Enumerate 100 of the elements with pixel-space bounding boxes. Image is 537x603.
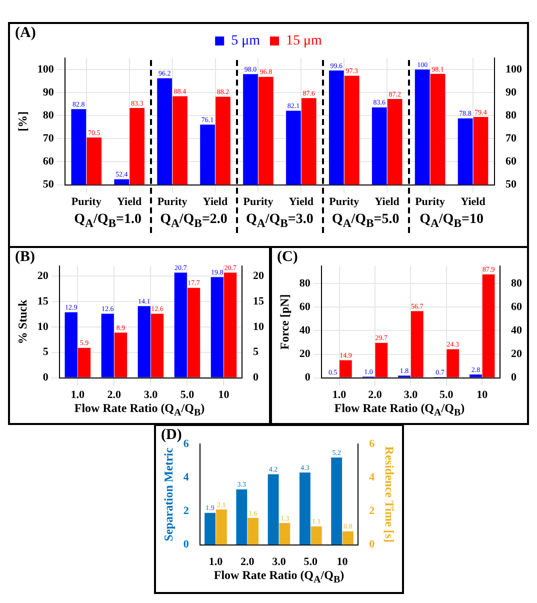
- bar: [114, 332, 128, 378]
- x-tick-label: 5.0: [304, 556, 318, 568]
- bar: [310, 526, 322, 545]
- bar: [101, 314, 114, 378]
- y2-tick-label: 80: [506, 109, 517, 122]
- x-tick-label: 2.0: [240, 556, 255, 568]
- y-tick-label: 0: [304, 372, 311, 384]
- y-tick-label: 6: [183, 438, 190, 450]
- text: Q$_{A}$/Q$_{B}$=1.0: [73, 212, 143, 230]
- bar: [482, 274, 495, 378]
- bar: [210, 277, 224, 378]
- y2-tick-label: 20: [253, 270, 264, 282]
- y2-tick-label: 20: [511, 348, 522, 360]
- x-tick-label: Yield: [202, 196, 228, 208]
- chart-title: (D): [161, 427, 182, 444]
- y-tick-label: 80: [299, 277, 311, 290]
- bar: [375, 342, 388, 378]
- y2-tick-label: 90: [506, 86, 517, 98]
- x-tick-label: Purity: [243, 196, 274, 208]
- x-tick-label: 5.0: [440, 389, 454, 402]
- bar: [340, 360, 352, 378]
- bar: [78, 348, 91, 378]
- text: Q$_{A}$/Q$_{B}$=2.0: [159, 212, 228, 230]
- bar: [138, 306, 150, 378]
- y-tick-label: 70: [42, 132, 54, 145]
- x-tick-label: 1.0: [70, 389, 86, 402]
- x-tick-label: 10: [336, 556, 348, 568]
- x-tick-label: 1.0: [332, 389, 347, 402]
- y-tick-label: 20: [299, 348, 311, 360]
- y2-tick-label: 70: [506, 132, 517, 145]
- bar: [410, 311, 424, 378]
- y2-tick-label: 40: [511, 324, 522, 337]
- y2-tick-label: 5: [253, 346, 259, 358]
- y2-tick-label: 0: [511, 372, 517, 384]
- y-tick-label: 90: [42, 86, 54, 98]
- x-tick-label: 3.0: [144, 389, 158, 402]
- bar: [236, 489, 248, 545]
- legend-label: 5 μm: [231, 34, 260, 49]
- x-tick-label: 5.0: [180, 389, 195, 402]
- x-tick-label: 10: [218, 389, 230, 402]
- y2-tick-label: 60: [506, 156, 517, 168]
- y-tick-label: 10: [37, 320, 49, 333]
- bar: [470, 374, 482, 378]
- legend-label: 15 μm: [286, 34, 322, 49]
- y2-tick-label: 15: [253, 295, 264, 308]
- y-tick-label: 20: [37, 270, 49, 282]
- y2-tick-label: 4: [369, 471, 376, 484]
- x-tick-label: Purity: [415, 196, 446, 208]
- chart-title: (B): [15, 249, 35, 266]
- y2-tick-label: 6: [369, 438, 376, 450]
- x-tick-label: Purity: [329, 196, 360, 208]
- y2-tick-label: 80: [511, 277, 522, 290]
- bar: [342, 531, 354, 545]
- y-tick-label: 100: [37, 63, 54, 76]
- y-tick-label: 5: [42, 346, 49, 358]
- x-tick-label: 2.0: [107, 389, 122, 402]
- x-tick-label: 2.0: [368, 389, 382, 402]
- y-tick-label: 0: [183, 538, 190, 551]
- x-tick-label: 1.0: [208, 556, 224, 568]
- x-tick-label: 3.0: [272, 556, 286, 568]
- text: Q$_{A}$/Q$_{B}$=3.0: [245, 212, 314, 230]
- bar: [150, 314, 164, 378]
- y-tick-label: 0: [42, 372, 49, 384]
- x-tick-label: 3.0: [404, 389, 418, 402]
- y-tick-label: 50: [42, 178, 54, 191]
- x-tick-label: Yield: [117, 196, 142, 208]
- y-tick-label: 40: [299, 324, 311, 337]
- y-tick-label: 60: [42, 156, 54, 168]
- y2-tick-label: 0: [253, 372, 259, 384]
- y-axis-title: % Stuck: [15, 299, 30, 344]
- y2-axis-title: Residence Time [s]: [382, 446, 397, 543]
- text: Q$_{A}$/Q$_{B}$=5.0: [330, 212, 400, 230]
- chart-title: (C): [277, 249, 298, 266]
- x-tick-label: Purity: [157, 196, 188, 208]
- bar: [279, 522, 290, 545]
- y-tick-label: 2: [183, 505, 190, 518]
- y-tick-label: 80: [42, 109, 54, 122]
- x-tick-label: Yield: [460, 196, 486, 208]
- bar: [187, 288, 200, 378]
- bar: [299, 472, 310, 545]
- x-axis-title: Flow Rate Ratio (Q$_{A}$/Q$_{B}$): [212, 568, 346, 586]
- y2-tick-label: 100: [506, 63, 522, 76]
- bar: [446, 349, 460, 378]
- y-tick-label: 15: [37, 295, 49, 308]
- bar: [64, 312, 78, 378]
- y2-tick-label: 0: [369, 538, 376, 551]
- x-tick-label: Yield: [288, 196, 314, 208]
- y2-tick-label: 2: [369, 505, 376, 518]
- y2-tick-label: 10: [253, 320, 264, 333]
- bar: [224, 272, 237, 378]
- bar: [331, 457, 342, 545]
- x-tick-label: Purity: [71, 196, 102, 208]
- x-tick-label: Yield: [374, 196, 400, 208]
- y-tick-label: 60: [299, 301, 311, 314]
- x-axis-title: Flow Rate Ratio (Q$_{A}$/Q$_{B}$): [333, 401, 466, 418]
- y2-tick-label: 50: [506, 178, 517, 191]
- bar: [268, 474, 279, 545]
- y2-tick-label: 60: [511, 301, 522, 314]
- chart-title: (A): [15, 25, 36, 42]
- y-axis-title: Separation Metric: [161, 446, 176, 542]
